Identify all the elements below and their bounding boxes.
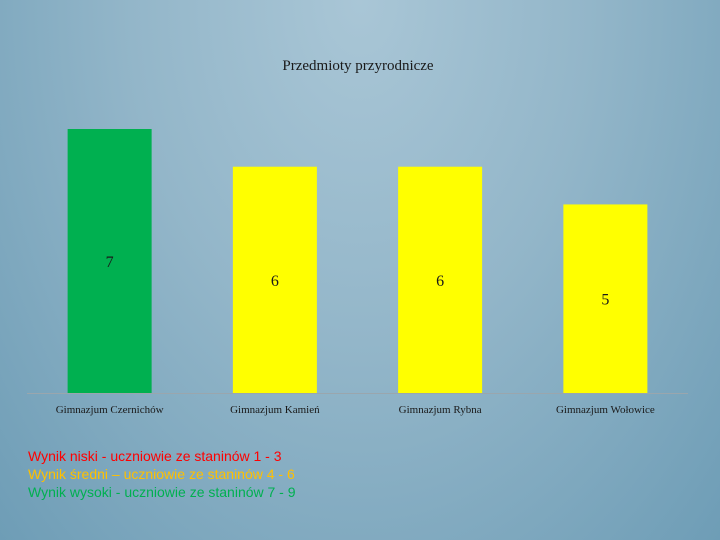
bar-4 bbox=[563, 204, 648, 393]
x-tick-label-2: Gimnazjum Kamień bbox=[230, 404, 320, 416]
legend-low: Wynik niski - uczniowie ze staninów 1 - … bbox=[28, 448, 282, 464]
x-tick-label-4: Gimnazjum Wołowice bbox=[556, 404, 655, 416]
legend-high: Wynik wysoki - uczniowie ze staninów 7 -… bbox=[28, 484, 296, 500]
stanine-legend: Wynik niski - uczniowie ze staninów 1 - … bbox=[28, 447, 296, 501]
x-tick-label-3: Gimnazjum Rybna bbox=[399, 404, 482, 416]
bar-2 bbox=[232, 166, 317, 393]
data-label-1: 7 bbox=[106, 254, 114, 271]
chart-title: Przedmioty przyrodnicze bbox=[282, 58, 434, 74]
x-tick-label-1: Gimnazjum Czernichów bbox=[56, 404, 164, 416]
bar-1 bbox=[67, 129, 152, 393]
legend-medium: Wynik średni – uczniowie ze staninów 4 -… bbox=[28, 466, 295, 482]
data-label-3: 6 bbox=[436, 273, 444, 290]
data-label-2: 6 bbox=[271, 273, 279, 290]
bar-3 bbox=[398, 166, 483, 393]
data-label-4: 5 bbox=[601, 292, 609, 309]
